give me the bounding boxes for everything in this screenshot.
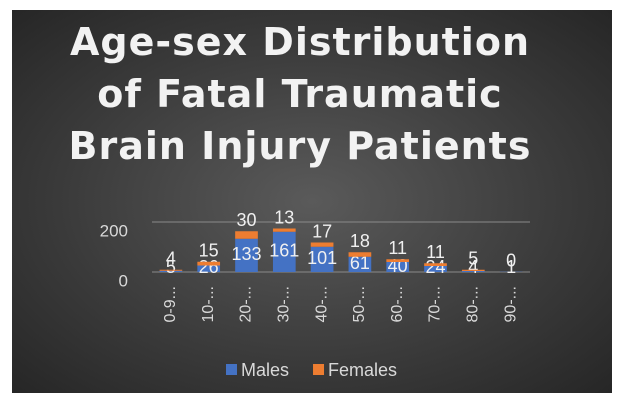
data-label: 13	[274, 207, 294, 227]
bar-segment	[310, 246, 334, 272]
bar-segment	[159, 270, 183, 272]
y-tick-label: 200	[100, 221, 128, 240]
bar-segment	[197, 261, 221, 266]
x-tick-label: 60-...	[389, 286, 406, 322]
data-label: 4	[468, 257, 478, 277]
data-label: 11	[426, 242, 445, 262]
data-label: 24	[425, 257, 445, 277]
x-tick-label: 50-...	[351, 286, 368, 322]
bar-segment	[272, 231, 296, 272]
bar-segment	[235, 238, 258, 272]
x-tick-label: 20-...	[238, 286, 255, 322]
data-label: 133	[231, 244, 261, 264]
data-label: 30	[236, 210, 256, 230]
data-label: 15	[199, 241, 219, 261]
bar-segment	[197, 265, 221, 272]
data-label: 161	[269, 241, 299, 261]
legend-label: Females	[328, 360, 397, 380]
data-label: 1	[506, 257, 516, 277]
data-label: 5	[166, 257, 176, 277]
bar-segment	[310, 242, 334, 247]
data-label: 11	[388, 238, 407, 258]
x-tick-label: 40-...	[313, 286, 330, 322]
bar-segment	[461, 269, 485, 271]
legend-swatch	[313, 364, 325, 375]
x-tick-label: 90-...	[502, 286, 519, 322]
x-tick-label: 80-...	[465, 286, 482, 322]
x-tick-label: 0-9...	[162, 286, 179, 322]
bar-segment	[424, 266, 447, 272]
x-tick-label: 10-...	[200, 286, 217, 322]
bar-segment	[386, 259, 410, 262]
legend-label: Males	[241, 360, 289, 380]
data-label: 5	[468, 249, 478, 269]
bar-segment	[461, 271, 485, 272]
bar-segment	[348, 256, 372, 272]
data-label: 61	[350, 253, 370, 273]
data-label: 4	[166, 249, 176, 269]
y-tick-label: 0	[119, 271, 128, 290]
legend-swatch	[226, 364, 237, 375]
bar-segment	[159, 269, 183, 271]
bar-segment	[348, 252, 372, 257]
data-label: 18	[350, 231, 370, 251]
bar-segment	[272, 228, 296, 232]
bar-segment	[235, 231, 258, 239]
chart-area	[12, 10, 612, 393]
x-tick-label: 30-...	[276, 286, 293, 322]
chart-title: Age-sex Distribution of Fatal Traumatic …	[68, 20, 532, 168]
bar-segment	[386, 262, 410, 272]
data-label: 40	[388, 256, 408, 276]
x-tick-label: 70-...	[427, 286, 444, 322]
data-label: 0	[506, 251, 516, 271]
data-label: 101	[307, 248, 337, 268]
data-label: 17	[312, 221, 332, 241]
bar-segment	[424, 263, 447, 266]
